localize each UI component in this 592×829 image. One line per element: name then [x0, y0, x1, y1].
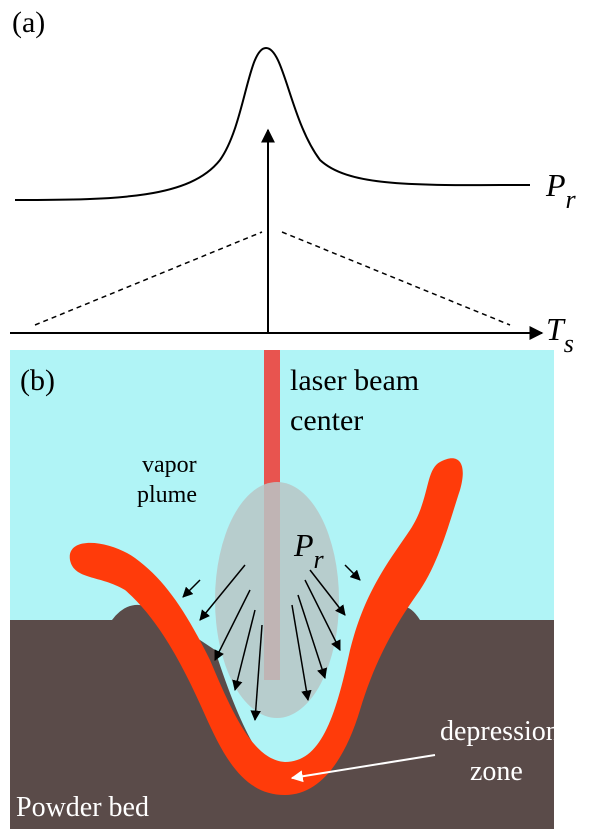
panel-a: (a) Pr Ts [10, 6, 577, 358]
figure: (a) Pr Ts (b) laser beam center [0, 0, 592, 829]
label-main: P [293, 527, 314, 563]
dashed-line [282, 232, 510, 325]
plume-label: plume [137, 482, 197, 508]
panel-label: (a) [12, 6, 45, 39]
zone-label: zone [470, 756, 523, 787]
pressure-curve [15, 48, 530, 200]
label-sub: r [314, 545, 325, 574]
beam-label: laser beam [290, 364, 419, 397]
label-sub: r [566, 185, 577, 214]
dashed-line [35, 232, 262, 325]
curve-label: Pr [545, 167, 577, 214]
label-main: P [545, 167, 566, 203]
panel-label: (b) [20, 364, 55, 397]
beam-label: center [290, 404, 363, 437]
bed-label: Powder bed [16, 792, 149, 823]
panel-b: (b) laser beam center vapor plume Pr dep… [10, 350, 560, 829]
vapor-plume [215, 482, 339, 718]
zone-label: depression [440, 716, 560, 747]
plume-label: vapor [142, 452, 197, 478]
label-sub: s [564, 329, 574, 358]
